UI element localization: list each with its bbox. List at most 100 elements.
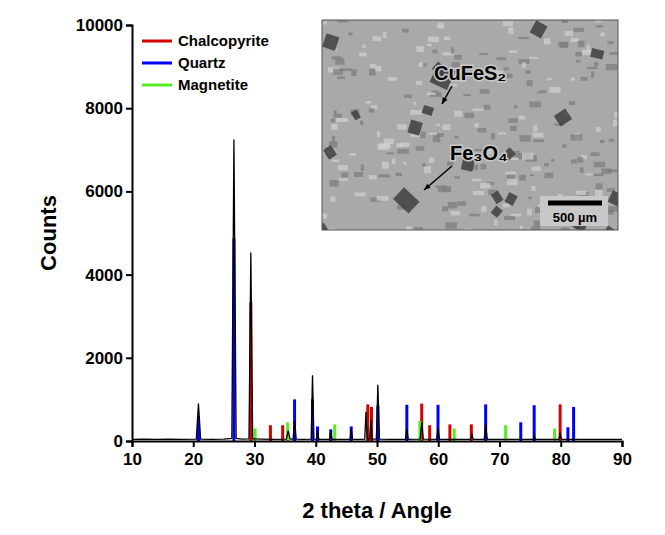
legend: Chalcopyrite Quartz Magnetite [142,32,269,93]
inset-speck [416,81,422,85]
inset-speck [332,136,335,143]
inset-background [322,20,618,230]
inset-speck [498,132,506,134]
inset-speck [469,214,480,217]
inset-speck [580,167,584,172]
legend-label: Chalcopyrite [178,32,269,49]
inset-speck [506,74,512,79]
x-tick-label: 60 [429,450,448,469]
inset-speck [332,160,339,163]
x-tick: 90 [613,441,632,469]
inset-speck [595,190,603,197]
x-tick-mark [377,441,379,447]
annotation: CuFeS₂ [434,62,506,84]
inset-speck [454,55,462,60]
inset-speck [527,209,532,216]
inset-speck [413,102,416,105]
x-tick: 60 [429,441,448,469]
inset-speck [362,45,365,48]
x-tick: 10 [123,441,142,469]
inset-speck [370,64,376,69]
inset-speck [595,20,602,22]
inset-speck [388,77,398,81]
inset-speck [507,179,517,186]
y-tick: 6000 [85,182,132,201]
inset-speck [480,183,490,188]
inset-speck [600,32,604,36]
x-tick-label: 40 [307,450,326,469]
inset-speck [601,168,611,174]
inset-speck [445,222,457,228]
x-tick-label: 10 [123,450,142,469]
inset-speck [533,139,544,142]
inset-speck [504,216,515,220]
inset-grain [422,105,434,116]
y-tick: 10000 [76,16,132,35]
legend-swatch [142,62,172,65]
inset-speck [596,127,601,132]
scale-bar [548,201,602,206]
inset-speck [615,112,618,119]
x-tick: 40 [307,441,326,469]
inset-speck [549,87,560,93]
inset-speck [545,173,554,179]
x-tick-label: 90 [613,450,632,469]
inset-speck [544,38,551,44]
legend-swatch [142,84,172,87]
inset-speck [387,152,394,154]
inset-speck [518,37,529,39]
x-tick: 30 [246,441,265,469]
inset-speck [361,164,364,170]
inset-grain [322,223,334,230]
inset-speck [571,159,577,163]
y-tick-label: 6000 [85,182,123,201]
inset-speck [519,116,525,120]
inset-speck [594,162,605,167]
inset-speck [481,206,486,212]
inset-speck [455,136,459,139]
inset-speck [497,57,507,60]
inset-speck [596,183,603,189]
inset-speck [442,206,448,211]
inset-speck [587,67,597,69]
x-tick-mark [254,441,256,447]
inset-speck [382,162,389,169]
legend-label: Magnetite [178,76,248,93]
inset-speck [432,50,437,54]
y-axis-line [126,26,133,442]
x-tick-mark [315,441,317,447]
reference-stick [572,407,575,441]
y-axis: 0200040006000800010000 [76,16,133,451]
inset-speck [428,37,439,43]
y-tick: 0 [114,432,132,451]
inset-speck [429,133,437,135]
inset-speck [331,124,337,130]
inset-speck [375,66,381,71]
scale-bar-patch [540,196,608,226]
inset-speck [380,143,391,148]
inset-speck [448,202,458,209]
inset-speck [529,101,541,107]
inset-speck [359,53,366,57]
inset-speck [397,124,407,129]
inset-speck [377,131,380,137]
inset-speck [562,144,566,148]
inset-speck [400,142,409,147]
inset-speck [404,95,412,98]
annotation-arrowhead [442,97,448,104]
inset-speck [372,36,381,41]
inset-grain [603,226,616,230]
inset-speck [331,119,335,123]
inset-speck [341,173,348,178]
inset-speck [575,52,582,56]
x-tick: 50 [368,441,387,469]
x-tick-label: 80 [552,450,571,469]
legend-label: Quartz [178,54,226,71]
inset-speck [330,197,335,202]
inset-speck [593,174,604,176]
inset-speck [366,101,371,104]
inset-speck [416,146,425,151]
stick-series [255,421,555,441]
inset-speck [508,118,518,123]
inset-speck [526,70,531,74]
